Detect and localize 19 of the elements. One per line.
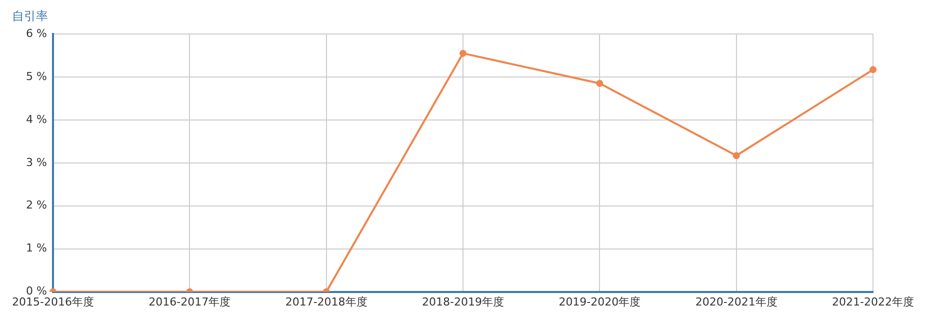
y-tick-label: 3 % (26, 156, 47, 169)
y-tick-label: 6 % (26, 26, 47, 40)
point (732, 152, 740, 160)
x-tick-label: 2016-2017年度 (148, 295, 231, 308)
y-tick-label: 1 % (26, 242, 47, 255)
y-tick-label: 4 % (26, 112, 47, 126)
x-tick-label: 2018-2019年度 (422, 295, 504, 308)
y-tick-label: 5 % (26, 70, 47, 83)
x-tick-label: 2019-2020年度 (558, 295, 641, 308)
y-axis-title: 自引率 (12, 9, 48, 24)
x-tick-label: 2021-2022年度 (832, 295, 914, 308)
y-tick-label: 0 % (26, 284, 47, 298)
point (460, 50, 466, 57)
y-tick-label: 2 % (26, 198, 47, 212)
x-tick-label: 2015-2016年度 (12, 295, 94, 308)
x-tick-label: 2017-2018年度 (285, 295, 368, 308)
point (870, 66, 877, 74)
point (596, 80, 604, 87)
x-tick-label: 2020-2021年度 (695, 295, 778, 308)
